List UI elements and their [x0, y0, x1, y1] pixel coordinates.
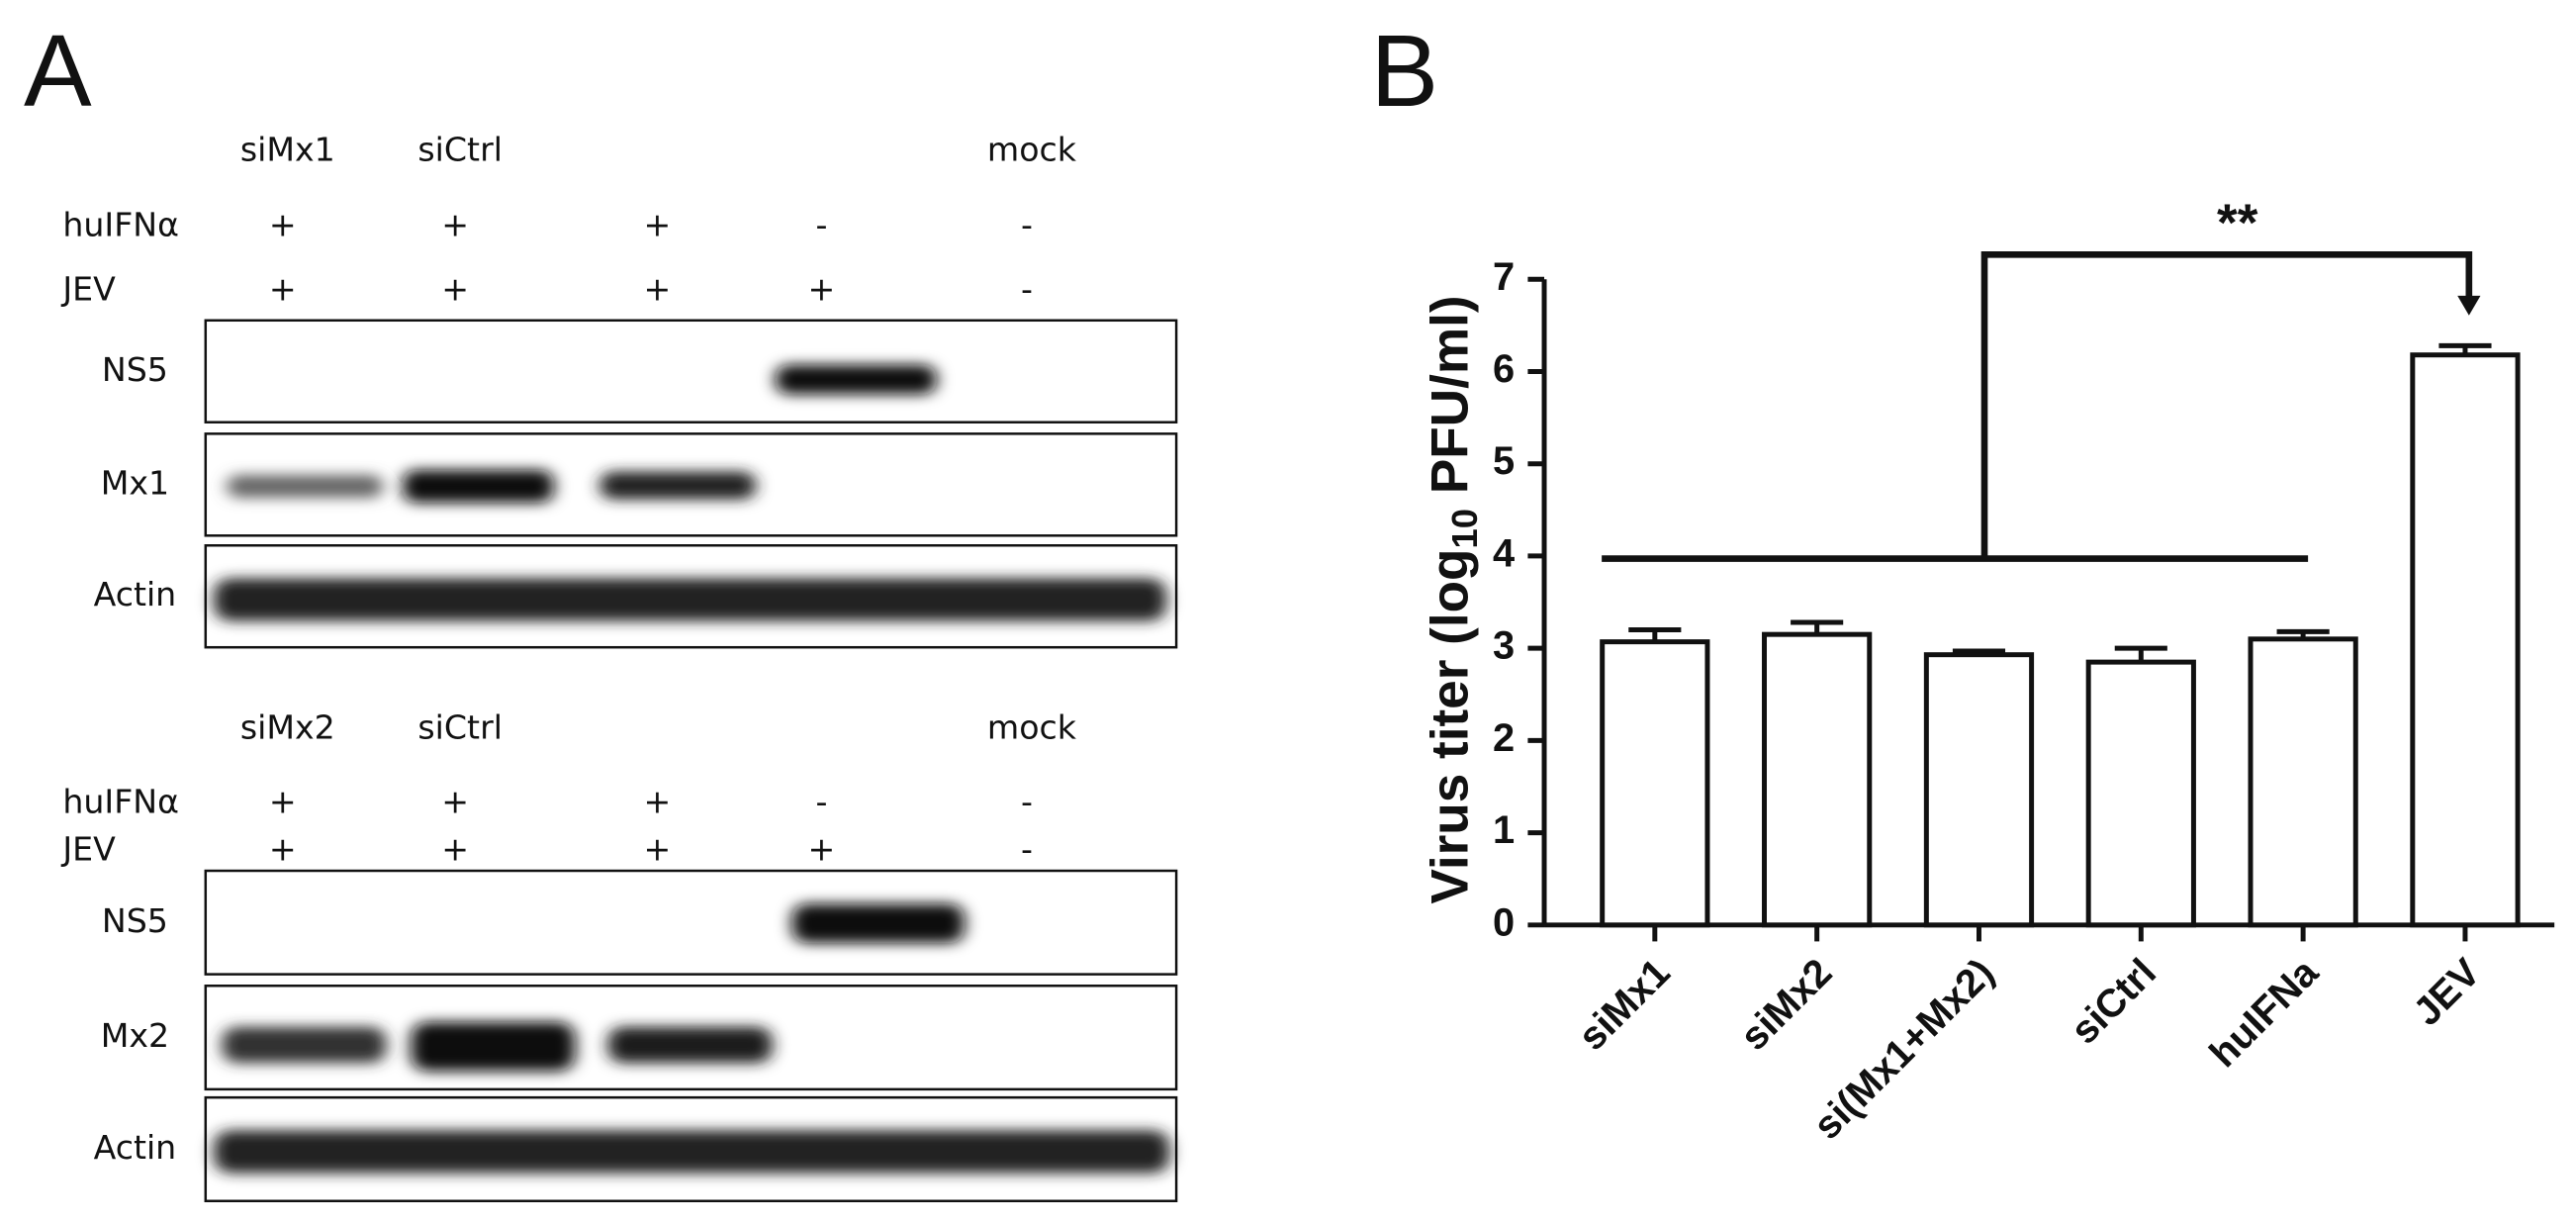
x-tick-label: siCtrl [2063, 951, 2164, 1053]
treatment-sign: + [269, 269, 297, 308]
bar [2248, 636, 2358, 928]
treatment-sign: + [269, 830, 297, 869]
treatment-sign: - [1021, 782, 1033, 820]
blot-row-label: Mx2 [101, 1016, 169, 1055]
blot-frame [204, 869, 1178, 976]
significance-bracket [1602, 251, 2473, 562]
x-tick-label: siMx1 [1570, 951, 1678, 1059]
y-label-sub: 10 [1444, 509, 1485, 549]
bar [2085, 659, 2196, 928]
treatment-label: JEV [60, 830, 116, 869]
treatment-sign: + [643, 206, 671, 244]
lane-label: siMx2 [240, 708, 335, 747]
treatment-sign: - [1021, 269, 1033, 308]
panel-label: B [1371, 14, 1439, 128]
y-tick-label: 3 [1493, 624, 1515, 668]
blot-frame [204, 1095, 1178, 1202]
blot-row-label: Mx1 [101, 463, 169, 502]
treatment-sign: - [1021, 206, 1033, 244]
treatment-sign: + [441, 206, 469, 244]
y-tick-label: 0 [1493, 900, 1515, 944]
blot-frame [204, 544, 1178, 649]
treatment-sign: + [269, 782, 297, 820]
bar [1762, 631, 1873, 928]
blot-frame [204, 432, 1178, 537]
y-tick-label: 1 [1493, 808, 1515, 852]
treatment-sign: - [1021, 830, 1033, 869]
bar [2410, 352, 2521, 928]
y-axis-label: Virus titer (log10 PFU/ml) [1422, 295, 1485, 903]
treatment-sign: + [643, 269, 671, 308]
y-tick-label: 5 [1493, 439, 1515, 483]
y-tick-label: 7 [1493, 255, 1515, 299]
blot-row-label: NS5 [102, 901, 168, 940]
treatment-label: huIFNα [62, 782, 179, 820]
blot-frame [204, 984, 1178, 1091]
x-tick-label: huIFNa [2201, 950, 2327, 1076]
lane-label: siMx1 [240, 130, 335, 168]
western-blot: siMx1 siCtrl mock huIFNα + + + - - JEV + + + + - NS5 Mx1… [60, 130, 1178, 1202]
treatment-sign: + [808, 269, 836, 308]
y-tick-label: 4 [1493, 531, 1515, 575]
treatment-sign: + [441, 782, 469, 820]
lane-label: mock [987, 130, 1077, 168]
y-tick-label: 2 [1493, 716, 1515, 760]
treatment-sign: - [815, 206, 827, 244]
bar-chart: Virus titer (log10 PFU/ml) ** 0 1 2 3 4 5 6 7 si… [1422, 194, 2555, 1148]
bracket-arrow [2457, 295, 2481, 316]
y-label-part: PFU/ml) [1422, 295, 1480, 508]
blot-row-label: Actin [94, 1128, 177, 1167]
treatment-sign: + [643, 782, 671, 820]
treatment-sign: + [808, 830, 836, 869]
x-tick-label: JEV [2405, 950, 2489, 1034]
blot-row-label: Actin [94, 575, 177, 613]
bar [1600, 639, 1710, 928]
treatment-sign: + [269, 206, 297, 244]
treatment-label: huIFNα [62, 206, 179, 244]
blot-frame [204, 319, 1178, 424]
significance-label: ** [2217, 194, 2258, 252]
blot-row-label: NS5 [102, 350, 168, 389]
treatment-sign: + [441, 830, 469, 869]
treatment-sign: - [815, 782, 827, 820]
bands [214, 364, 1170, 1174]
treatment-label: JEV [60, 269, 116, 308]
lane-label: siCtrl [417, 130, 503, 168]
treatment-sign: + [441, 269, 469, 308]
y-tick-label: 6 [1493, 347, 1515, 391]
lane-label: siCtrl [417, 708, 503, 747]
y-label-part: Virus titer (log [1422, 549, 1480, 904]
bar [1923, 652, 2035, 928]
panel-label: A [24, 14, 92, 128]
treatment-sign: + [643, 830, 671, 869]
lane-label: mock [987, 708, 1077, 747]
x-tick-label: siMx2 [1732, 951, 1840, 1059]
